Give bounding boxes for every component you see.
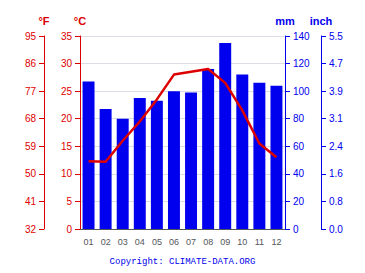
svg-text:25: 25: [61, 86, 73, 97]
svg-text:5: 5: [66, 196, 72, 207]
svg-text:40: 40: [293, 168, 305, 179]
svg-text:95: 95: [25, 31, 37, 42]
svg-text:06: 06: [169, 237, 179, 247]
svg-text:°C: °C: [74, 15, 86, 27]
svg-text:Copyright: CLIMATE-DATA.ORG: Copyright: CLIMATE-DATA.ORG: [110, 257, 256, 267]
svg-text:68: 68: [25, 113, 37, 124]
svg-text:4.7: 4.7: [329, 58, 343, 69]
svg-text:04: 04: [135, 237, 145, 247]
svg-text:140: 140: [293, 31, 310, 42]
svg-text:120: 120: [293, 58, 310, 69]
svg-text:60: 60: [293, 141, 305, 152]
svg-text:03: 03: [118, 237, 128, 247]
svg-text:15: 15: [61, 141, 73, 152]
svg-text:50: 50: [25, 168, 37, 179]
svg-text:3.1: 3.1: [329, 113, 343, 124]
svg-text:07: 07: [186, 237, 196, 247]
svg-text:02: 02: [101, 237, 111, 247]
svg-text:86: 86: [25, 58, 37, 69]
svg-text:°F: °F: [38, 15, 49, 27]
svg-text:1.6: 1.6: [329, 168, 343, 179]
svg-text:5.5: 5.5: [329, 31, 343, 42]
svg-text:80: 80: [293, 113, 305, 124]
svg-text:09: 09: [220, 237, 230, 247]
svg-text:0: 0: [293, 224, 299, 235]
svg-text:05: 05: [152, 237, 162, 247]
svg-text:35: 35: [61, 31, 73, 42]
svg-text:41: 41: [25, 196, 37, 207]
svg-text:30: 30: [61, 58, 73, 69]
svg-text:77: 77: [25, 86, 37, 97]
svg-text:3.9: 3.9: [329, 86, 343, 97]
svg-text:20: 20: [293, 196, 305, 207]
svg-text:mm: mm: [275, 15, 295, 27]
svg-text:100: 100: [293, 86, 310, 97]
svg-text:20: 20: [61, 113, 73, 124]
svg-text:0.8: 0.8: [329, 196, 343, 207]
svg-text:01: 01: [84, 237, 94, 247]
svg-text:inch: inch: [310, 15, 333, 27]
svg-text:0.0: 0.0: [329, 224, 343, 235]
svg-text:2.4: 2.4: [329, 141, 343, 152]
svg-text:12: 12: [271, 237, 281, 247]
svg-text:08: 08: [203, 237, 213, 247]
svg-text:0: 0: [66, 224, 72, 235]
svg-text:10: 10: [237, 237, 247, 247]
svg-text:59: 59: [25, 141, 37, 152]
svg-text:32: 32: [25, 224, 37, 235]
svg-text:10: 10: [61, 168, 73, 179]
svg-text:11: 11: [255, 237, 264, 247]
